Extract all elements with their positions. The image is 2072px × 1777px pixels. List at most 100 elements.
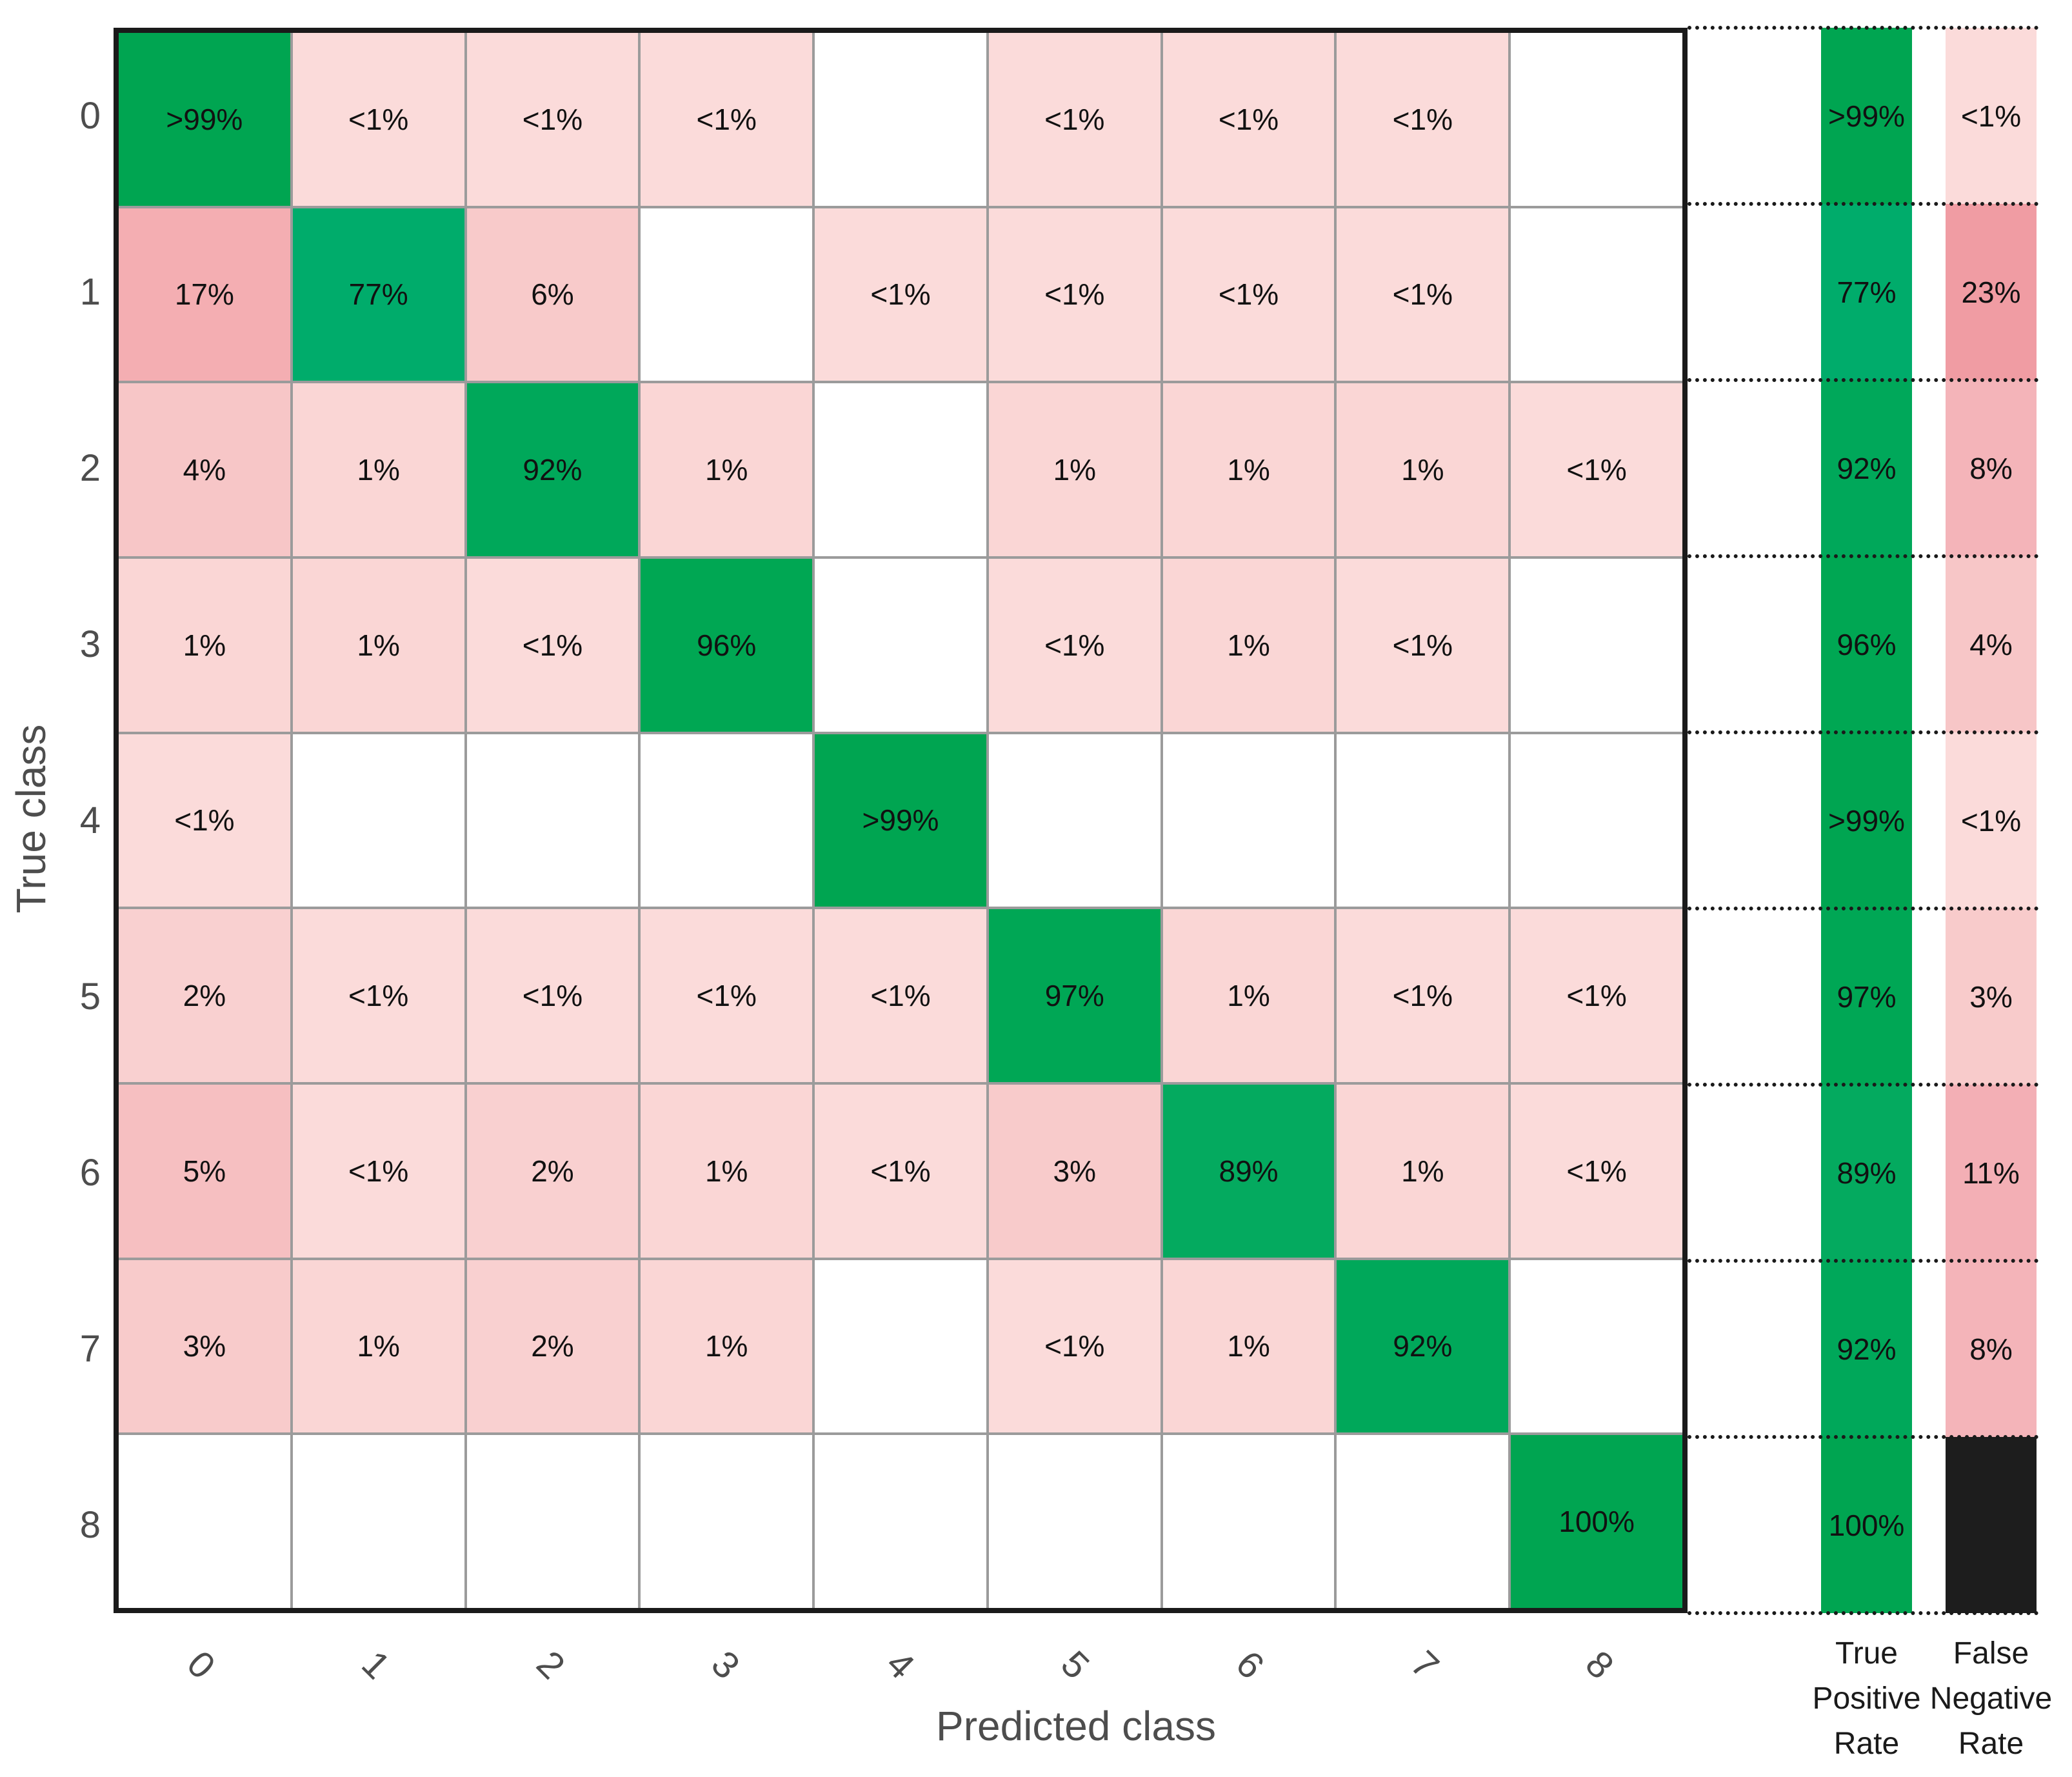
matrix-cell-r7-c5: <1% bbox=[988, 1260, 1161, 1433]
matrix-cell-r8-c0 bbox=[119, 1435, 290, 1608]
x-tick-label-3: 3 bbox=[703, 1642, 748, 1687]
false-negative-rate-header: False Negative Rate bbox=[1929, 1636, 2053, 1761]
matrix-cell-r2-c4 bbox=[815, 383, 986, 556]
matrix-cell-r2-c6: 1% bbox=[1162, 383, 1335, 556]
matrix-cell-r8-c6 bbox=[1162, 1435, 1335, 1608]
cell-value: 1% bbox=[704, 1329, 748, 1363]
dotted-row-boundary-8 bbox=[1688, 1435, 2038, 1439]
tpr-cell-row-5: 97% bbox=[1821, 909, 1912, 1085]
matrix-cell-r2-c7: 1% bbox=[1337, 383, 1509, 556]
cell-value: 1% bbox=[1227, 979, 1270, 1013]
cell-value: <1% bbox=[870, 979, 931, 1013]
matrix-cell-r4-c7 bbox=[1337, 734, 1509, 907]
matrix-cell-r1-c7: <1% bbox=[1337, 208, 1509, 381]
matrix-cell-r0-c4 bbox=[815, 33, 986, 206]
fnr-cell-row-0: <1% bbox=[1946, 28, 2037, 204]
matrix-cell-r5-c4: <1% bbox=[815, 909, 986, 1082]
matrix-cell-r7-c4 bbox=[815, 1260, 986, 1433]
cell-value: <1% bbox=[1392, 628, 1453, 662]
cell-value: 2% bbox=[531, 1154, 574, 1188]
y-tick-label-2: 2 bbox=[79, 447, 101, 489]
matrix-cell-r2-c0: 4% bbox=[119, 383, 290, 556]
x-tick-label-1: 1 bbox=[354, 1642, 399, 1687]
matrix-cell-r3-c8 bbox=[1511, 558, 1682, 732]
tpr-cell-row-1: 77% bbox=[1821, 204, 1912, 380]
tpr-cell-row-0: >99% bbox=[1821, 28, 1912, 204]
cell-value: <1% bbox=[1566, 979, 1627, 1013]
matrix-cell-r6-c3: 1% bbox=[641, 1084, 813, 1258]
y-tick-label-3: 3 bbox=[79, 623, 101, 665]
cell-value: <1% bbox=[1392, 979, 1453, 1013]
matrix-cell-r3-c1: 1% bbox=[292, 558, 464, 732]
tpr-cell-row-2: 92% bbox=[1821, 380, 1912, 556]
matrix-cell-r4-c0: <1% bbox=[119, 734, 290, 907]
matrix-cell-r2-c1: 1% bbox=[292, 383, 464, 556]
matrix-cell-r4-c6 bbox=[1162, 734, 1335, 907]
matrix-cell-r1-c2: 6% bbox=[466, 208, 639, 381]
matrix-cell-r3-c6: 1% bbox=[1162, 558, 1335, 732]
matrix-cell-r7-c8 bbox=[1511, 1260, 1682, 1433]
cell-value: <1% bbox=[1566, 1154, 1627, 1188]
cell-value: <1% bbox=[696, 979, 757, 1013]
dotted-row-boundary-6 bbox=[1688, 1083, 2038, 1087]
cell-value: <1% bbox=[1392, 277, 1453, 312]
matrix-cell-r6-c7: 1% bbox=[1337, 1084, 1509, 1258]
tpr-cell-row-7: 92% bbox=[1821, 1261, 1912, 1437]
matrix-cell-r6-c2: 2% bbox=[466, 1084, 639, 1258]
matrix-cell-r6-c4: <1% bbox=[815, 1084, 986, 1258]
matrix-cell-r8-c7 bbox=[1337, 1435, 1509, 1608]
matrix-cell-r3-c0: 1% bbox=[119, 558, 290, 732]
cell-value: 3% bbox=[183, 1329, 226, 1363]
dotted-row-boundary-7 bbox=[1688, 1259, 2038, 1263]
cell-value: 1% bbox=[357, 1329, 400, 1363]
y-tick-label-0: 0 bbox=[79, 94, 101, 137]
false-negative-rate-column: <1% 23% 8% 4% <1% 3% 11% 8% bbox=[1946, 28, 2037, 1613]
cell-value: 96% bbox=[697, 628, 757, 662]
cell-value: 1% bbox=[357, 453, 400, 487]
fnr-cell-row-2: 8% bbox=[1946, 380, 2037, 556]
matrix-cell-r2-c2: 92% bbox=[466, 383, 639, 556]
matrix-cell-r1-c0: 17% bbox=[119, 208, 290, 381]
matrix-cell-r5-c2: <1% bbox=[466, 909, 639, 1082]
y-tick-label-4: 4 bbox=[79, 799, 101, 841]
matrix-cell-r5-c8: <1% bbox=[1511, 909, 1682, 1082]
cell-value: 1% bbox=[1053, 453, 1096, 487]
cell-value: 17% bbox=[174, 277, 234, 312]
fnr-cell-row-6: 11% bbox=[1946, 1085, 2037, 1261]
cell-value: 89% bbox=[1219, 1154, 1279, 1188]
tpr-cell-row-4: >99% bbox=[1821, 732, 1912, 909]
x-tick-label-5: 5 bbox=[1053, 1642, 1098, 1687]
matrix-cell-r4-c5 bbox=[988, 734, 1161, 907]
matrix-cell-r6-c1: <1% bbox=[292, 1084, 464, 1258]
matrix-cell-r2-c3: 1% bbox=[641, 383, 813, 556]
matrix-cell-r7-c0: 3% bbox=[119, 1260, 290, 1433]
matrix-cell-r6-c8: <1% bbox=[1511, 1084, 1682, 1258]
matrix-cell-r4-c2 bbox=[466, 734, 639, 907]
cell-value: <1% bbox=[1218, 277, 1279, 312]
matrix-cell-r1-c5: <1% bbox=[988, 208, 1161, 381]
cell-value: <1% bbox=[870, 1154, 931, 1188]
matrix-cell-r8-c5 bbox=[988, 1435, 1161, 1608]
matrix-cell-r3-c4 bbox=[815, 558, 986, 732]
cell-value: 92% bbox=[1393, 1329, 1453, 1363]
cell-value: <1% bbox=[522, 102, 583, 136]
matrix-cell-r7-c3: 1% bbox=[641, 1260, 813, 1433]
cell-value: 1% bbox=[704, 1154, 748, 1188]
matrix-cell-r4-c1 bbox=[292, 734, 464, 907]
matrix-cell-r1-c8 bbox=[1511, 208, 1682, 381]
cell-value: <1% bbox=[348, 1154, 409, 1188]
cell-value: <1% bbox=[1566, 453, 1627, 487]
matrix-cell-r5-c5: 97% bbox=[988, 909, 1161, 1082]
cell-value: 6% bbox=[531, 277, 574, 312]
matrix-cell-r8-c2 bbox=[466, 1435, 639, 1608]
cell-value: <1% bbox=[696, 102, 757, 136]
fnr-cell-row-4: <1% bbox=[1946, 732, 2037, 909]
matrix-cell-r3-c2: <1% bbox=[466, 558, 639, 732]
x-tick-label-2: 2 bbox=[528, 1642, 573, 1687]
matrix-cell-r0-c6: <1% bbox=[1162, 33, 1335, 206]
matrix-cell-r7-c6: 1% bbox=[1162, 1260, 1335, 1433]
dotted-row-boundary-2 bbox=[1688, 378, 2038, 382]
matrix-cell-r3-c7: <1% bbox=[1337, 558, 1509, 732]
matrix-cell-r5-c6: 1% bbox=[1162, 909, 1335, 1082]
